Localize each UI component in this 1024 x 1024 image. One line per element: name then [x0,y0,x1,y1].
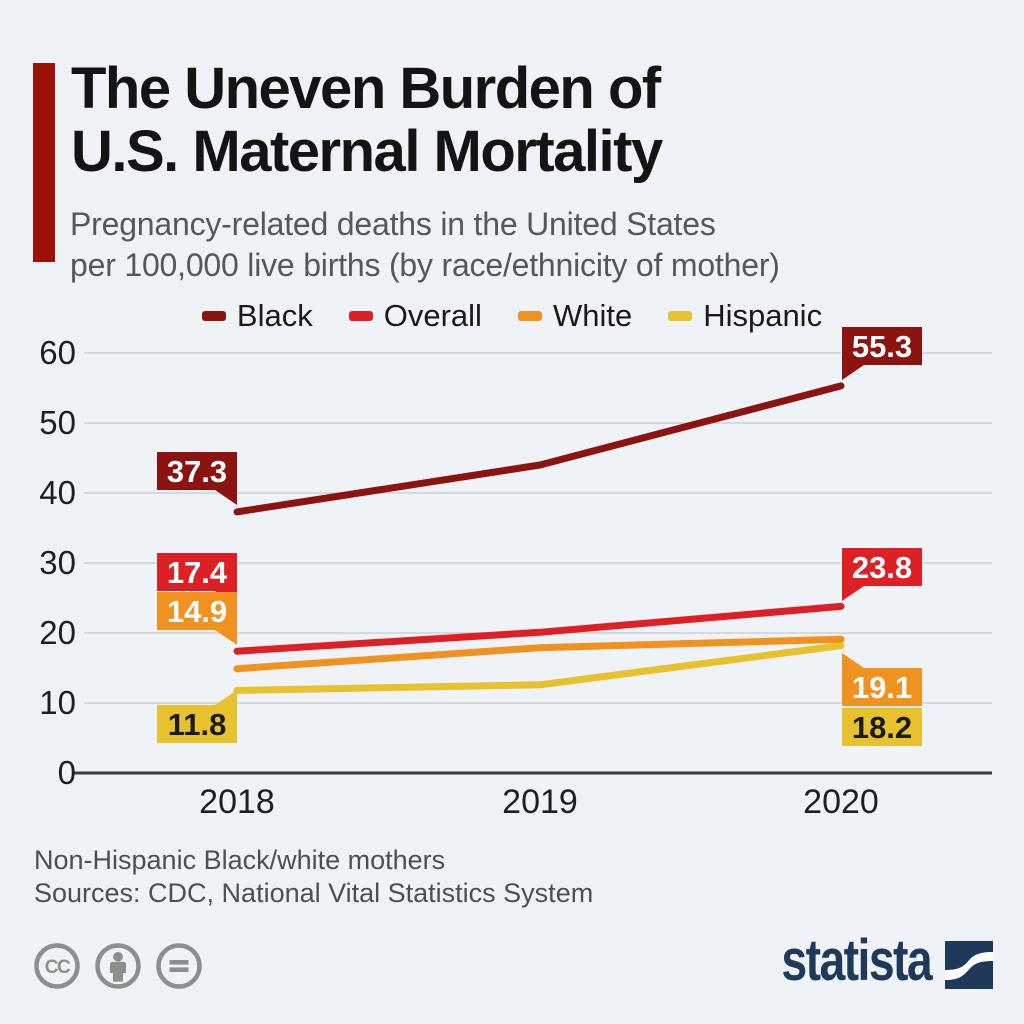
y-tick-label: 60 [39,334,76,371]
data-label-box-hispanic [157,705,237,743]
title-line-1: The Uneven Burden of [71,56,661,121]
series-line-white [233,635,845,673]
legend-label-white: White [552,298,633,333]
legend-label-overall: Overall [383,298,482,333]
y-tick-label: 50 [39,404,76,441]
data-label-value-overall: 17.4 [167,555,228,590]
page-title: The Uneven Burden of U.S. Maternal Morta… [71,56,663,184]
data-label-box-overall [842,548,922,586]
no-derivatives-equals-icon[interactable] [155,942,203,990]
data-label-tail-overall [842,586,864,601]
series-line-black [233,382,845,516]
data-label-tail-hispanic [215,690,237,705]
x-tick-label: 2018 [199,783,275,821]
legend-swatch-white [517,311,542,321]
data-label-box-overall [157,553,237,591]
legend-swatch-hispanic [668,311,693,321]
data-label-box-white [842,668,922,706]
subtitle-line-2: per 100,000 live births (by race/ethnici… [70,247,780,283]
data-label-tail-black [842,365,864,380]
footnote-sources: Sources: CDC, National Vital Statistics … [34,878,594,908]
creative-commons-icon[interactable]: CC [33,942,81,990]
y-tick-label: 30 [39,544,76,581]
title-accent-bar [33,63,55,262]
series-line-overall [233,602,845,655]
legend-swatch-black [201,311,226,321]
series-line-hispanic [233,642,845,694]
chart-legend: Black Overall White Hispanic [0,297,1024,335]
svg-text:CC: CC [45,957,71,978]
x-tick-label: 2019 [502,783,578,821]
x-tick-label: 2020 [803,783,879,821]
page-subtitle: Pregnancy-related deaths in the United S… [70,204,780,286]
legend-swatch-overall [348,311,373,321]
title-line-2: U.S. Maternal Mortality [71,119,663,184]
y-tick-label: 0 [58,754,76,791]
legend-label-black: Black [236,298,313,333]
legend-label-hispanic: Hispanic [703,298,823,333]
data-label-value-hispanic: 11.8 [168,707,227,742]
data-label-box-hispanic [842,708,922,746]
data-label-value-hispanic: 18.2 [852,710,912,745]
data-label-box-black [842,327,922,365]
y-tick-label: 10 [39,684,76,721]
data-label-tail-white [215,630,237,645]
statista-wordmark[interactable]: statista [781,928,932,993]
footnote-note: Non-Hispanic Black/white mothers [34,845,446,875]
legend-item-black: Black [201,298,313,334]
statista-logo-mark[interactable] [945,941,993,989]
license-icons: CC [33,942,203,990]
legend-item-white: White [517,298,633,334]
data-label-value-black: 37.3 [167,454,227,489]
data-label-value-black: 55.3 [852,329,912,364]
data-label-value-white: 19.1 [852,670,912,705]
attribution-person-icon[interactable] [94,942,142,990]
y-tick-label: 20 [39,614,76,651]
data-label-tail-black [215,490,237,505]
data-label-box-black [157,452,237,490]
legend-item-hispanic: Hispanic [668,298,822,334]
y-tick-label: 40 [39,474,76,511]
chart-footnote: Non-Hispanic Black/white mothers Sources… [34,844,593,910]
legend-item-overall: Overall [348,298,482,334]
data-label-value-overall: 23.8 [852,550,912,585]
data-label-tail-white [842,653,864,668]
subtitle-line-1: Pregnancy-related deaths in the United S… [70,206,716,242]
data-label-value-white: 14.9 [167,594,227,629]
data-label-box-white [157,592,237,630]
